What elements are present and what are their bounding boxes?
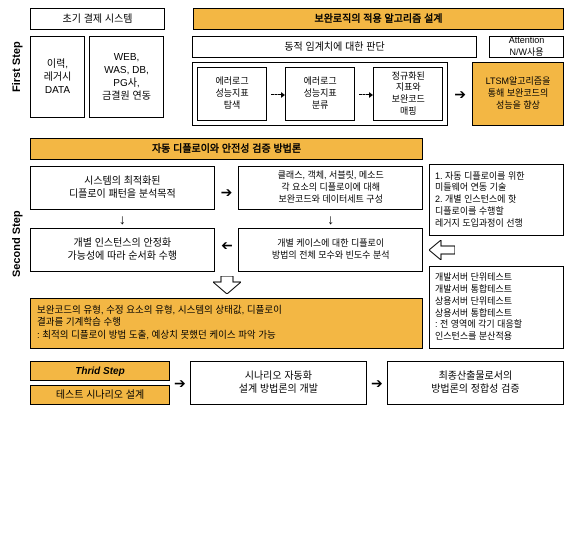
box-ml-result: 보완코드의 유형, 수정 요소의 유형, 시스템의 상태값, 디플로이 결과를 … [30,298,423,349]
header-initial-system: 초기 결제 시스템 [30,8,165,30]
third-step-label: Thrid Step [30,361,170,381]
arrow-right-icon: ➔ [221,184,233,201]
arrow-down-icon: ↓ [119,210,126,228]
third-step: Thrid Step 테스트 시나리오 설계 ➔ 시나리오 자동화 설계 방법론… [8,361,564,405]
box-instance-stabilization: 개별 인스턴스의 안정화 가능성에 따라 순서화 수행 [30,228,215,272]
header-dynamic-threshold: 동적 임계치에 대한 판단 [192,36,477,58]
box-history-legacy-data: 이력, 레거시 DATA [30,36,85,118]
box-attention-nw: Attention N/W사용 [489,36,564,58]
header-auto-deploy-verification: 자동 디플로이와 안전성 검증 방법론 [30,138,423,160]
box-middleware-prereq: 1. 자동 디플로이를 위한 미들웨어 연동 기술 2. 개별 인스턴스에 핫 … [429,164,564,236]
header-algorithm-design: 보완로직의 적용 알고리즘 설계 [193,8,564,30]
box-final-validation: 최종산출물로서의 방법론의 정합성 검증 [387,361,564,405]
box-test-scenario-design: 테스트 시나리오 설계 [30,385,170,405]
first-step: First Step 초기 결제 시스템 보완로직의 적용 알고리즘 설계 이력… [8,8,564,126]
box-web-was-db: WEB, WAS, DB, PG사, 금결원 연동 [89,36,164,118]
arrow-down-icon: ↓ [327,210,334,228]
arrow-right-icon: ➔ [452,62,468,126]
box-ltsm-algorithm: LTSM알고리즘을 통해 보완코드의 성능을 향상 [472,62,564,126]
second-step: Second Step 자동 디플로이와 안전성 검증 방법론 시스템의 최적화… [8,138,564,349]
box-optimized-deploy-pattern: 시스템의 최적화된 디플로이 패턴을 분석목적 [30,166,215,210]
block-arrow-down-icon [30,272,423,298]
first-step-label: First Step [8,8,26,126]
second-step-label: Second Step [8,138,26,349]
arrow-left-icon: ➔ [221,237,233,254]
block-arrow-left-icon [429,240,451,262]
box-normalized-mapping: 정규화된 지표와 보완코드 매핑 [373,67,443,121]
box-error-log-classify: 에러로그 성능지표 분류 [285,67,355,121]
box-deploy-frequency-analysis: 개별 케이스에 대한 디플로이 방법의 전체 모수와 빈도수 분석 [238,228,423,272]
dash-arrow-icon [269,94,283,95]
dash-arrow-icon [357,94,371,95]
arrow-right-icon: ➔ [172,375,188,392]
box-scenario-automation: 시나리오 자동화 설계 방법론의 개발 [190,361,367,405]
box-error-log-search: 에러로그 성능지표 탐색 [197,67,267,121]
arrow-right-icon: ➔ [369,375,385,392]
box-class-object-servlet: 클래스, 객체, 서블릿, 메소드 각 요소의 디플로이에 대해 보완코드와 데… [238,166,423,210]
box-test-servers: 개발서버 단위테스트 개발서버 통합테스트 상용서버 단위테스트 상용서버 통합… [429,266,564,349]
